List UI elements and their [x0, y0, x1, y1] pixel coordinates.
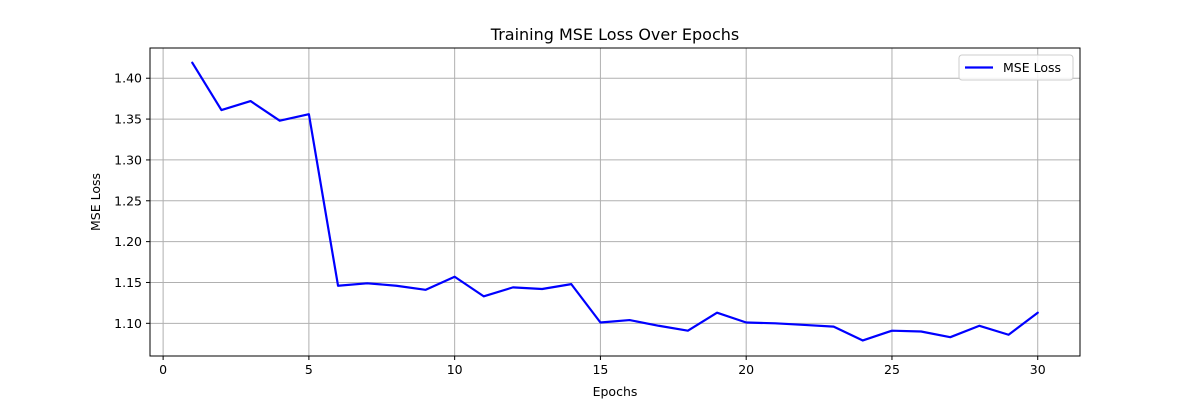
- y-tick-label: 1.35: [114, 112, 142, 127]
- legend: MSE Loss: [958, 54, 1074, 81]
- x-tick-label: 10: [447, 362, 463, 377]
- legend-label: MSE Loss: [1003, 60, 1061, 75]
- x-tick-label: 20: [738, 362, 754, 377]
- x-tick-label: 25: [884, 362, 900, 377]
- chart-title: Training MSE Loss Over Epochs: [490, 25, 739, 44]
- plot-frame: [149, 47, 1081, 357]
- y-tick-label: 1.10: [114, 316, 142, 331]
- x-tick-label: 0: [159, 362, 167, 377]
- x-axis-label: Epochs: [593, 384, 638, 399]
- x-axis-ticks: 0 5 10 15 20 25 30: [159, 356, 1046, 377]
- x-tick-label: 5: [305, 362, 313, 377]
- x-tick-label: 30: [1030, 362, 1046, 377]
- y-tick-label: 1.15: [114, 275, 142, 290]
- x-tick-label: 15: [592, 362, 608, 377]
- y-tick-label: 1.40: [114, 71, 142, 86]
- series-layer: [191, 61, 1039, 342]
- legend-box: [958, 54, 1074, 81]
- y-tick-label: 1.20: [114, 234, 142, 249]
- y-tick-label: 1.30: [114, 152, 142, 167]
- series-line-mse-loss: [191, 61, 1039, 342]
- y-tick-label: 1.25: [114, 193, 142, 208]
- y-axis-ticks: 1.10 1.15 1.20 1.25 1.30 1.35 1.40: [114, 71, 150, 331]
- grid-layer: [150, 48, 1080, 356]
- y-axis-label: MSE Loss: [88, 173, 103, 231]
